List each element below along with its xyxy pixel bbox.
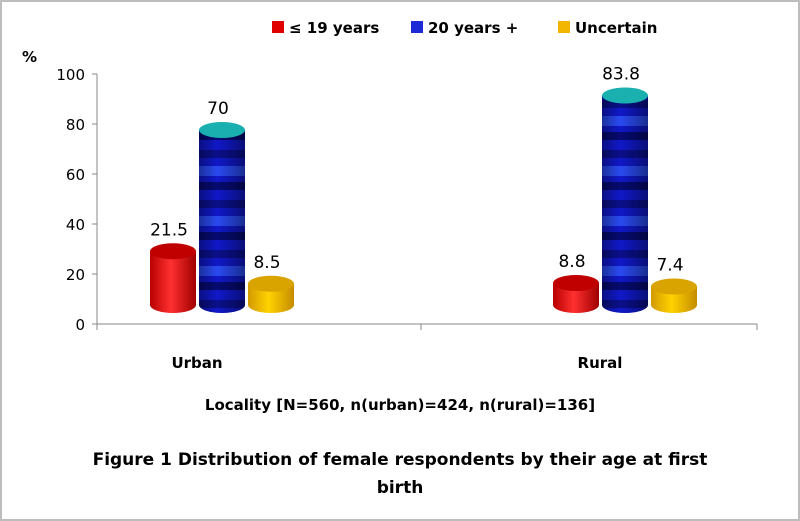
data-label: 8.8: [558, 252, 585, 272]
legend-swatch: [558, 21, 570, 33]
x-tick-label: Urban: [171, 354, 222, 372]
bar: [553, 275, 599, 313]
y-axis-label: %: [22, 48, 37, 66]
y-tick-label: 40: [66, 216, 85, 234]
y-tick-label: 60: [66, 166, 85, 184]
x-tick-label: Rural: [578, 354, 623, 372]
bar-top: [651, 278, 697, 295]
bar-shading: [199, 130, 245, 313]
legend-swatch: [411, 21, 423, 33]
bar-shading: [602, 95, 648, 313]
bar-top: [553, 275, 599, 291]
legend-label: 20 years +: [428, 19, 518, 37]
data-label: 8.5: [253, 253, 280, 273]
bar: [199, 122, 245, 313]
x-ticks: Urban Rural: [96, 324, 758, 372]
bar-body: [553, 283, 599, 313]
y-tick-label: 20: [66, 266, 85, 284]
bar: [248, 275, 294, 313]
legend-label: Uncertain: [575, 19, 657, 37]
y-tick-label: 0: [75, 316, 85, 334]
bar-body: [248, 283, 294, 313]
axes: [96, 74, 757, 325]
y-ticks: 0 20 40 60 80 100: [56, 66, 97, 334]
bar: [651, 278, 697, 313]
legend: ≤ 19 years 20 years + Uncertain: [272, 19, 657, 37]
bars: [150, 87, 697, 313]
data-label: 70: [207, 99, 229, 119]
bar: [150, 243, 196, 313]
data-labels: 21.5 8.8 70 83.8 8.5 7.4: [150, 65, 683, 276]
bar-top: [199, 122, 245, 138]
x-axis-title: Locality [N=560, n(urban)=424, n(rural)=…: [204, 396, 596, 414]
bar-top: [150, 243, 196, 260]
y-tick-label: 100: [56, 66, 85, 84]
bar-body: [150, 251, 196, 313]
data-label: 21.5: [150, 220, 188, 240]
bar-top: [602, 87, 648, 104]
y-tick-label: 80: [66, 116, 85, 134]
legend-swatch: [272, 21, 284, 33]
bar: [602, 87, 648, 313]
data-label: 83.8: [602, 65, 640, 85]
data-label: 7.4: [656, 256, 683, 276]
figure-caption: Figure 1 Distribution of female responde…: [92, 450, 708, 498]
legend-label: ≤ 19 years: [289, 19, 379, 37]
bar-top: [248, 275, 294, 292]
